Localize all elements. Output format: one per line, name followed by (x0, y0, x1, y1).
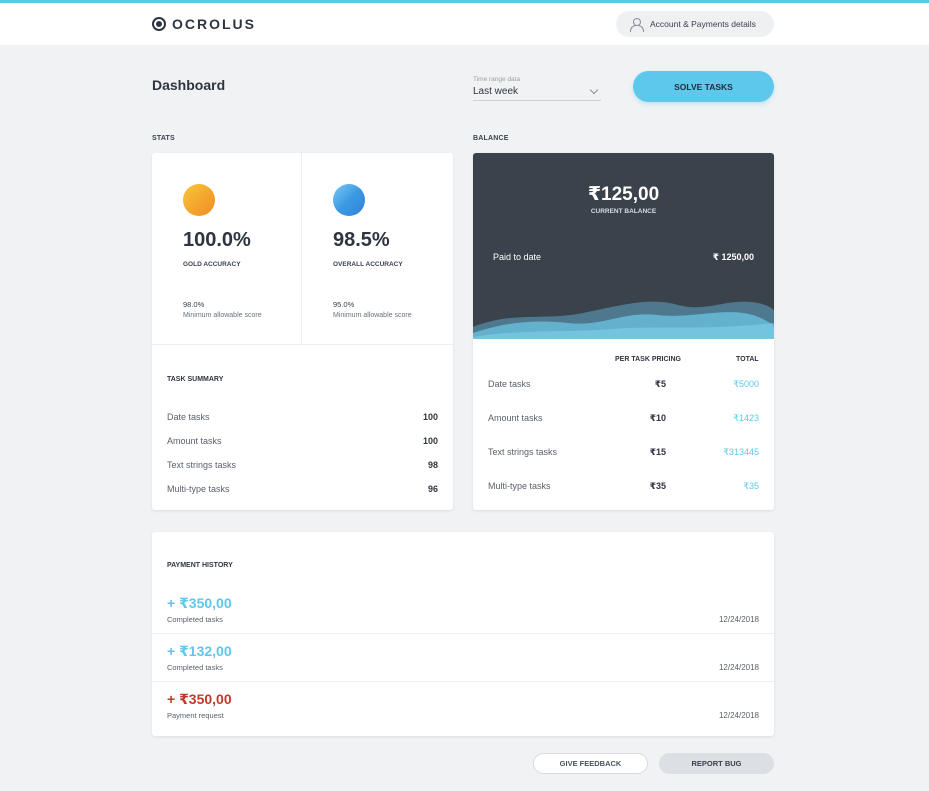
payment-history-item[interactable]: + ₹350,00 Completed tasks 12/24/2018 (152, 586, 774, 634)
solve-tasks-button[interactable]: SOLVE TASKS (633, 71, 774, 102)
pricing-total: ₹35 (743, 481, 759, 491)
pricing-price: ₹35 (649, 481, 666, 491)
task-count: 100 (422, 412, 438, 422)
task-count: 98 (427, 460, 438, 470)
stats-card: 100.0% GOLD ACCURACY 98.0% Minimum allow… (152, 153, 453, 510)
pricing-total: ₹313445 (723, 447, 759, 457)
give-feedback-button[interactable]: GIVE FEEDBACK (533, 753, 648, 774)
pricing-total: ₹5000 (733, 379, 759, 389)
current-balance-label: CURRENT BALANCE (590, 208, 657, 215)
page-title: Dashboard (152, 77, 226, 93)
pricing-price: ₹15 (649, 447, 666, 457)
payment-date: 12/24/2018 (718, 615, 759, 624)
balance-summary-panel: ₹125,00 CURRENT BALANCE Paid to date ₹ 1… (473, 153, 774, 339)
account-payments-label: Account & Payments details (650, 19, 756, 29)
task-summary-row: Date tasks 100 (167, 412, 438, 422)
task-name: Amount tasks (167, 436, 222, 446)
task-summary-row: Amount tasks 100 (167, 436, 438, 446)
pricing-row: Multi-type tasks ₹35 ₹35 (488, 481, 759, 493)
pricing-total: ₹1423 (733, 413, 759, 423)
payment-history-title: PAYMENT HISTORY (167, 562, 233, 569)
balance-section-label: BALANCE (473, 135, 509, 142)
payment-history-card: PAYMENT HISTORY + ₹350,00 Completed task… (152, 532, 774, 736)
user-icon (630, 17, 644, 32)
task-name: Multi-type tasks (167, 484, 230, 494)
time-range-label: Time range data (473, 76, 521, 83)
pricing-row: Text strings tasks ₹15 ₹313445 (488, 447, 759, 459)
payment-history-item[interactable]: + ₹350,00 Payment request 12/24/2018 (152, 682, 774, 730)
ocrolus-logo-icon (152, 17, 166, 31)
paid-to-date-label: Paid to date (493, 252, 542, 262)
overall-accuracy-icon (333, 184, 365, 216)
gold-accuracy-value: 100.0% (183, 229, 251, 251)
pricing-task-name: Amount tasks (488, 413, 543, 423)
report-bug-button[interactable]: REPORT BUG (659, 753, 774, 774)
gold-min-score-value: 98.0% (183, 300, 205, 309)
overall-accuracy-label: OVERALL ACCURACY (333, 261, 403, 268)
payment-amount: + ₹350,00 (167, 595, 232, 611)
payment-description: Completed tasks (167, 615, 223, 624)
payment-history-item[interactable]: + ₹132,00 Completed tasks 12/24/2018 (152, 634, 774, 682)
gold-accuracy-label: GOLD ACCURACY (183, 261, 241, 268)
gold-accuracy-icon (183, 184, 215, 216)
task-count: 96 (427, 484, 438, 494)
task-summary-title: TASK SUMMARY (167, 376, 224, 383)
account-payments-button[interactable]: Account & Payments details (616, 11, 774, 37)
payment-amount: + ₹132,00 (167, 643, 232, 659)
task-name: Date tasks (167, 412, 210, 422)
pricing-row: Amount tasks ₹10 ₹1423 (488, 413, 759, 425)
payment-date: 12/24/2018 (718, 711, 759, 720)
pricing-row: Date tasks ₹5 ₹5000 (488, 379, 759, 391)
task-name: Text strings tasks (167, 460, 237, 470)
total-header: TOTAL (736, 356, 759, 363)
paid-to-date-value: ₹ 1250,00 (712, 252, 754, 262)
overall-min-score-value: 95.0% (333, 300, 355, 309)
chevron-down-icon (589, 85, 599, 95)
time-range-dropdown[interactable]: Time range data Last week (473, 76, 601, 101)
pricing-task-name: Text strings tasks (488, 447, 558, 457)
overall-min-score-label: Minimum allowable score (333, 312, 412, 319)
gold-min-score-label: Minimum allowable score (183, 312, 262, 319)
overall-accuracy-value: 98.5% (333, 229, 390, 251)
task-summary-row: Text strings tasks 98 (167, 460, 438, 470)
task-summary: TASK SUMMARY Date tasks 100 Amount tasks… (152, 344, 453, 510)
payment-description: Payment request (167, 711, 224, 720)
pricing-task-name: Date tasks (488, 379, 531, 389)
payment-description: Completed tasks (167, 663, 223, 672)
top-bar: OCROLUS Account & Payments details (0, 0, 929, 45)
task-count: 100 (422, 436, 438, 446)
gold-accuracy-panel: 100.0% GOLD ACCURACY 98.0% Minimum allow… (152, 153, 302, 344)
payment-amount: + ₹350,00 (167, 691, 232, 707)
payment-date: 12/24/2018 (718, 663, 759, 672)
stats-section-label: STATS (152, 135, 175, 142)
pricing-price: ₹10 (649, 413, 666, 423)
time-range-value: Last week (473, 86, 519, 97)
pricing-price: ₹5 (654, 379, 666, 389)
balance-card: ₹125,00 CURRENT BALANCE Paid to date ₹ 1… (473, 153, 774, 510)
current-balance-value: ₹125,00 (587, 184, 660, 205)
task-summary-row: Multi-type tasks 96 (167, 484, 438, 494)
brand-name: OCROLUS (172, 16, 256, 32)
brand-logo[interactable]: OCROLUS (152, 16, 256, 32)
overall-accuracy-panel: 98.5% OVERALL ACCURACY 95.0% Minimum all… (302, 153, 452, 344)
per-task-pricing-header: PER TASK PRICING (615, 356, 681, 363)
pricing-task-name: Multi-type tasks (488, 481, 551, 491)
balance-wave-graphic (473, 301, 774, 339)
time-range-select[interactable]: Last week (473, 85, 601, 101)
